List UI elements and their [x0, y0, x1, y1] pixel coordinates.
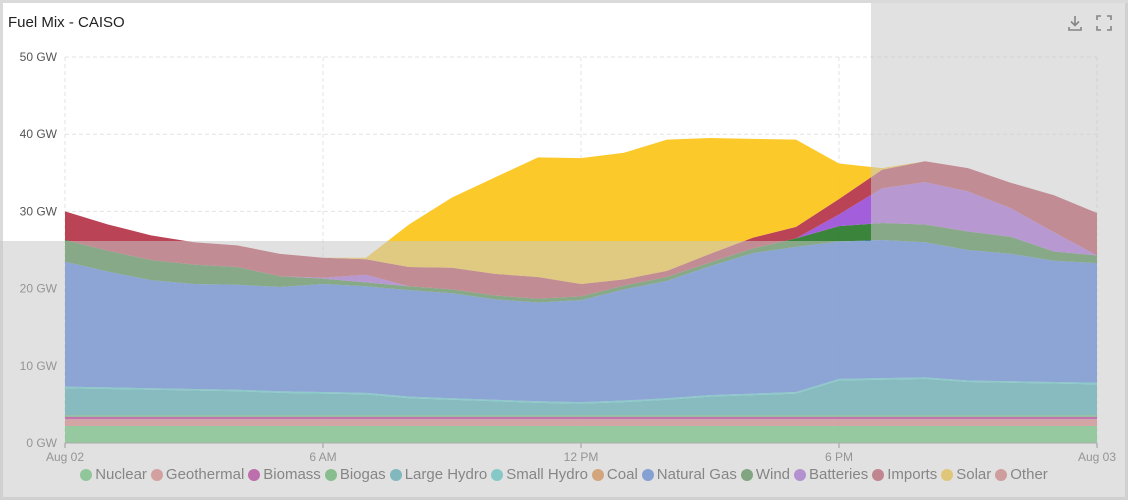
legend-swatch: [995, 468, 1008, 481]
legend-item-biomass[interactable]: Biomass: [248, 466, 321, 483]
legend-swatch: [389, 468, 402, 481]
legend-item-other[interactable]: Other: [995, 466, 1048, 483]
legend-label: Imports: [887, 466, 938, 483]
legend-item-nuclear[interactable]: Nuclear: [80, 466, 147, 483]
legend-swatch: [740, 468, 753, 481]
y-tick-label: 50 GW: [20, 50, 58, 64]
x-tick-label: Aug 03: [1078, 450, 1116, 464]
area-nuclear: [65, 426, 1097, 443]
area-series: [65, 138, 1097, 443]
legend-item-imports[interactable]: Imports: [872, 466, 937, 483]
legend: Nuclear Geothermal Biomass Biogas Large Hydr…: [0, 466, 1128, 485]
x-tick-label: 6 PM: [825, 450, 853, 464]
legend-label: Coal: [606, 466, 638, 483]
y-tick-label: 0 GW: [26, 436, 57, 450]
y-tick-label: 10 GW: [20, 359, 58, 373]
y-tick-label: 40 GW: [20, 127, 58, 141]
legend-swatch: [248, 468, 261, 481]
chart-title: Fuel Mix - CAISO: [8, 14, 125, 31]
legend-item-batteries[interactable]: Batteries: [794, 466, 868, 483]
legend-label: Solar: [956, 466, 992, 483]
legend-item-solar[interactable]: Solar: [941, 466, 991, 483]
y-tick-label: 30 GW: [20, 204, 58, 218]
legend-swatch: [80, 468, 93, 481]
legend-item-coal[interactable]: Coal: [591, 466, 638, 483]
legend-item-small-hydro[interactable]: Small Hydro: [491, 466, 588, 483]
legend-label: Biomass: [263, 466, 321, 483]
legend-item-natural-gas[interactable]: Natural Gas: [641, 466, 737, 483]
legend-swatch: [941, 468, 954, 481]
legend-label: Nuclear: [95, 466, 147, 483]
legend-label: Batteries: [809, 466, 869, 483]
legend-swatch: [872, 468, 885, 481]
legend-swatch: [491, 468, 504, 481]
area-geothermal: [65, 419, 1097, 427]
legend-item-large-hydro[interactable]: Large Hydro: [389, 466, 488, 483]
download-icon[interactable]: [1066, 14, 1084, 32]
area-biogas: [65, 415, 1097, 417]
area-solar: [65, 138, 1097, 284]
legend-item-wind[interactable]: Wind: [740, 466, 791, 483]
legend-swatch: [794, 468, 807, 481]
legend-swatch: [324, 468, 337, 481]
legend-label: Biogas: [339, 466, 386, 483]
legend-swatch: [641, 468, 654, 481]
legend-label: Natural Gas: [656, 466, 737, 483]
fullscreen-icon[interactable]: [1095, 14, 1113, 32]
x-tick-label: 6 AM: [309, 450, 336, 464]
x-tick-label: 12 PM: [564, 450, 599, 464]
legend-label: Other: [1010, 466, 1048, 483]
legend-item-geothermal[interactable]: Geothermal: [150, 466, 245, 483]
legend-swatch: [150, 468, 163, 481]
y-tick-label: 20 GW: [20, 282, 58, 296]
legend-label: Large Hydro: [404, 466, 488, 483]
legend-swatch: [591, 468, 604, 481]
legend-item-biogas[interactable]: Biogas: [324, 466, 386, 483]
legend-label: Wind: [755, 466, 791, 483]
x-tick-label: Aug 02: [46, 450, 84, 464]
area-biomass: [65, 416, 1097, 420]
legend-label: Geothermal: [165, 466, 245, 483]
legend-label: Small Hydro: [506, 466, 588, 483]
